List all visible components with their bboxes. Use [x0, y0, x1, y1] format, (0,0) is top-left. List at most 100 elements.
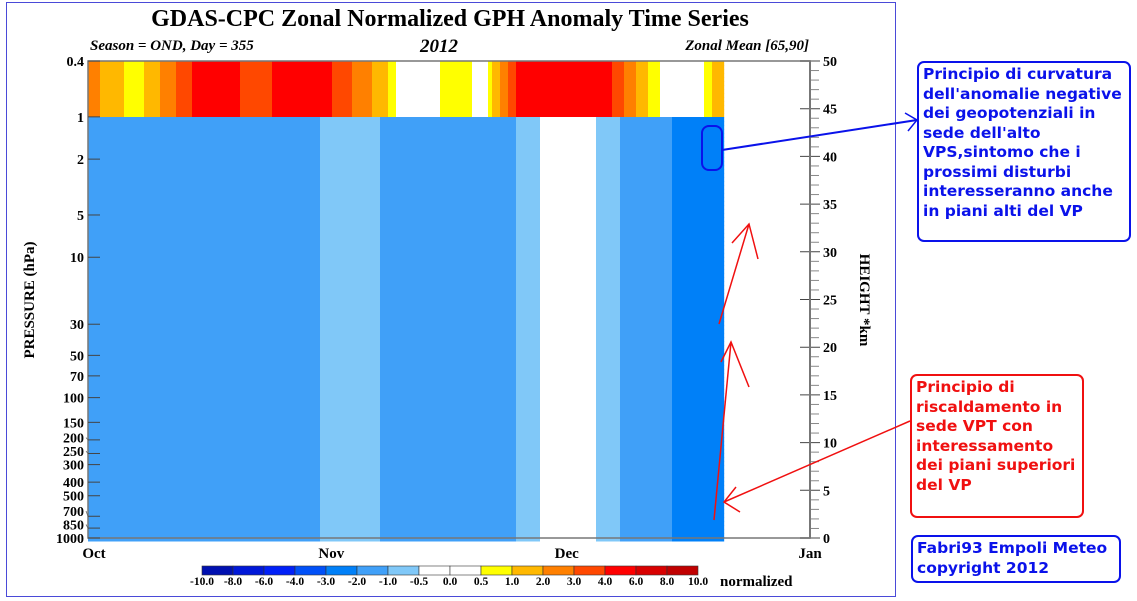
field-cell	[92, 501, 97, 506]
field-cell	[152, 293, 157, 298]
field-cell	[100, 309, 105, 314]
field-cell	[112, 177, 117, 182]
field-cell	[148, 113, 153, 118]
field-cell	[88, 109, 93, 114]
field-cell	[108, 529, 113, 534]
field-cell	[172, 445, 177, 450]
field-cell	[108, 97, 113, 102]
field-cell	[144, 341, 149, 346]
field-cell	[136, 121, 141, 126]
field-cell	[200, 493, 205, 498]
field-cell	[240, 69, 245, 74]
field-cell	[220, 521, 225, 526]
field-cell	[140, 213, 145, 218]
field-cell	[180, 373, 185, 378]
field-cell	[120, 529, 125, 534]
field-cell	[108, 157, 113, 162]
field-cell	[208, 313, 213, 318]
field-cell	[104, 417, 109, 422]
field-cell	[244, 97, 249, 102]
field-cell	[184, 65, 189, 70]
field-cell	[188, 265, 193, 270]
field-cell	[200, 457, 205, 462]
field-cell	[152, 105, 157, 110]
field-cell	[220, 281, 225, 286]
field-cell	[216, 293, 221, 298]
field-cell	[244, 433, 249, 438]
field-cell	[88, 453, 93, 458]
field-cell	[144, 473, 149, 478]
field-cell	[172, 517, 177, 522]
field-cell	[96, 141, 101, 146]
field-cell	[176, 281, 181, 286]
field-cell	[88, 321, 93, 326]
field-cell	[128, 313, 133, 318]
field-cell	[140, 101, 145, 106]
field-cell	[100, 165, 105, 170]
field-cell	[180, 497, 185, 502]
field-cell	[160, 513, 165, 518]
field-cell	[236, 81, 241, 86]
field-cell	[252, 185, 257, 190]
field-cell	[204, 149, 209, 154]
field-cell	[252, 309, 257, 314]
field-cell	[156, 97, 161, 102]
field-cell	[192, 357, 197, 362]
field-cell	[184, 109, 189, 114]
field-cell	[100, 317, 105, 322]
field-cell	[252, 153, 257, 158]
field-cell	[132, 281, 137, 286]
field-cell	[112, 133, 117, 138]
field-cell	[116, 317, 121, 322]
field-cell	[204, 77, 209, 82]
field-cell	[236, 249, 241, 254]
field-cell	[248, 461, 253, 466]
field-cell	[236, 461, 241, 466]
field-cell	[92, 341, 97, 346]
field-cell	[112, 297, 117, 302]
field-cell	[136, 325, 141, 330]
field-cell	[88, 153, 93, 158]
field-cell	[252, 317, 257, 322]
field-cell	[208, 421, 213, 426]
field-cell	[160, 433, 165, 438]
field-cell	[236, 73, 241, 78]
field-cell	[200, 389, 205, 394]
field-cell	[152, 193, 157, 198]
field-cell	[216, 373, 221, 378]
field-cell	[220, 61, 225, 66]
field-cell	[156, 469, 161, 474]
field-cell	[184, 425, 189, 430]
field-cell	[240, 89, 245, 94]
field-cell	[108, 121, 113, 126]
field-cell	[220, 245, 225, 250]
field-cell	[188, 409, 193, 414]
field-cell	[88, 237, 93, 242]
field-cell	[112, 301, 117, 306]
field-cell	[244, 473, 249, 478]
field-cell	[208, 189, 213, 194]
field-cell	[164, 353, 169, 358]
field-cell	[236, 337, 241, 342]
field-cell	[168, 113, 173, 118]
field-cell	[160, 249, 165, 254]
field-cell	[200, 313, 205, 318]
field-cell	[188, 505, 193, 510]
field-cell	[176, 421, 181, 426]
field-cell	[152, 497, 157, 502]
field-cell	[248, 525, 253, 530]
field-cell	[224, 173, 229, 178]
field-cell	[244, 285, 249, 290]
field-cell	[216, 385, 221, 390]
field-cell	[180, 305, 185, 310]
field-cell	[232, 385, 237, 390]
field-cell	[132, 537, 137, 542]
field-cell	[248, 397, 253, 402]
field-cell	[140, 93, 145, 98]
field-cell	[212, 313, 217, 318]
field-cell	[188, 321, 193, 326]
field-cell	[232, 213, 237, 218]
field-cell	[172, 281, 177, 286]
field-cell	[220, 221, 225, 226]
field-cell	[220, 505, 225, 510]
